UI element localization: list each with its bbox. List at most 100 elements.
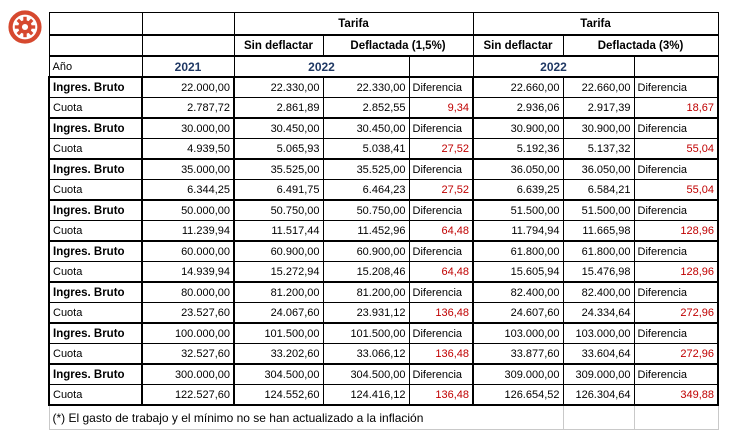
cuota-sin-deflactar-15-value: 124.552,60 xyxy=(233,384,324,406)
bruto-deflactada-15-value: 81.200,00 xyxy=(322,281,410,303)
bruto-deflactada-3-value: 61.800,00 xyxy=(562,240,635,262)
bruto-deflactada-3-value: 51.500,00 xyxy=(562,199,635,221)
cuota-deflactada-3-value: 5.137,32 xyxy=(562,138,635,160)
cuota-deflactada-15-value: 2.852,55 xyxy=(322,97,410,119)
cuota-deflactada-15-value: 15.208,46 xyxy=(322,261,410,283)
diferencia-label: Diferencia xyxy=(633,322,720,344)
row-label-cuota: Cuota xyxy=(48,97,143,119)
diferencia-3-value: 55,04 xyxy=(633,138,720,160)
diferencia-label: Diferencia xyxy=(408,363,474,385)
row-label-ingreso: Ingres. Bruto xyxy=(48,240,143,262)
ingreso-bruto-row: Ingres. Bruto 50.000,00 50.750,00 50.750,00… xyxy=(48,199,720,221)
cuota-deflactada-15-value: 6.464,23 xyxy=(322,179,410,201)
diferencia-3-value: 272,96 xyxy=(633,302,720,324)
cuota-sin-deflactar-3-value: 2.936,06 xyxy=(472,97,564,119)
cuota-row: Cuota 4.939,50 5.065,93 5.038,41 27,52 5.192,… xyxy=(48,138,720,160)
diferencia-3-value: 128,96 xyxy=(633,261,720,283)
diferencia-15-value: 64,48 xyxy=(408,220,474,242)
row-label-cuota: Cuota xyxy=(48,302,143,324)
year-2022-header-left: 2022 xyxy=(233,55,410,78)
cuota-2021-value: 11.239,94 xyxy=(141,220,235,242)
ingreso-bruto-row: Ingres. Bruto 35.000,00 35.525,00 35.525,00… xyxy=(48,158,720,180)
row-label-cuota: Cuota xyxy=(48,261,143,283)
bruto-2021-value: 30.000,00 xyxy=(141,117,235,139)
diferencia-15-value: 64,48 xyxy=(408,261,474,283)
cuota-sin-deflactar-15-value: 6.491,75 xyxy=(233,179,324,201)
ingreso-bruto-row: Ingres. Bruto 30.000,00 30.450,00 30.450,00… xyxy=(48,117,720,139)
cuota-deflactada-15-value: 23.931,12 xyxy=(322,302,410,324)
diferencia-15-value: 9,34 xyxy=(408,97,474,119)
cuota-sin-deflactar-3-value: 24.607,60 xyxy=(472,302,564,324)
cuota-deflactada-3-value: 6.584,21 xyxy=(562,179,635,201)
diferencia-label: Diferencia xyxy=(633,281,720,303)
diferencia-label: Diferencia xyxy=(633,117,720,139)
cuota-2021-value: 2.787,72 xyxy=(141,97,235,119)
sin-deflactar-header-left: Sin deflactar xyxy=(233,34,324,57)
bruto-sin-deflactar-3-value: 103.000,00 xyxy=(472,322,564,344)
cuota-deflactada-3-value: 2.917,39 xyxy=(562,97,635,119)
diferencia-label: Diferencia xyxy=(408,76,474,98)
row-label-ingreso: Ingres. Bruto xyxy=(48,76,143,98)
cuota-sin-deflactar-3-value: 15.605,94 xyxy=(472,261,564,283)
diferencia-3-value: 272,96 xyxy=(633,343,720,365)
header-row-years: Año 2021 2022 2022 xyxy=(48,55,719,78)
bruto-2021-value: 50.000,00 xyxy=(141,199,235,221)
cuota-deflactada-3-value: 33.604,64 xyxy=(562,343,635,365)
deflactada-3-header: Deflactada (3%) xyxy=(562,34,719,57)
bruto-deflactada-15-value: 304.500,00 xyxy=(322,363,410,385)
bruto-2021-value: 100.000,00 xyxy=(141,322,235,344)
cuota-sin-deflactar-15-value: 33.202,60 xyxy=(233,343,324,365)
row-label-cuota: Cuota xyxy=(48,343,143,365)
diferencia-label: Diferencia xyxy=(408,117,474,139)
row-label-ingreso: Ingres. Bruto xyxy=(48,281,143,303)
row-label-ingreso: Ingres. Bruto xyxy=(48,158,143,180)
diferencia-label: Diferencia xyxy=(633,76,720,98)
diferencia-label: Diferencia xyxy=(408,281,474,303)
bruto-deflactada-3-value: 82.400,00 xyxy=(562,281,635,303)
bruto-2021-value: 80.000,00 xyxy=(141,281,235,303)
cuota-row: Cuota 6.344,25 6.491,75 6.464,23 27,52 6.639,… xyxy=(48,179,720,201)
diferencia-15-value: 27,52 xyxy=(408,179,474,201)
bruto-deflactada-3-value: 103.000,00 xyxy=(562,322,635,344)
bruto-sin-deflactar-15-value: 30.450,00 xyxy=(233,117,324,139)
ingreso-bruto-row: Ingres. Bruto 22.000,00 22.330,00 22.330,00… xyxy=(48,76,720,98)
row-label-ingreso: Ingres. Bruto xyxy=(48,363,143,385)
cuota-row: Cuota 11.239,94 11.517,44 11.452,96 64,48 11.… xyxy=(48,220,720,242)
deflactada-15-header: Deflactada (1,5%) xyxy=(322,34,474,57)
bruto-2021-value: 300.000,00 xyxy=(141,363,235,385)
cuota-sin-deflactar-3-value: 33.877,60 xyxy=(472,343,564,365)
sin-deflactar-header-right: Sin deflactar xyxy=(472,34,564,57)
cuota-sin-deflactar-15-value: 11.517,44 xyxy=(233,220,324,242)
cuota-2021-value: 6.344,25 xyxy=(141,179,235,201)
cuota-row: Cuota 23.527,60 24.067,60 23.931,12 136,48 24… xyxy=(48,302,720,324)
cuota-deflactada-3-value: 11.665,98 xyxy=(562,220,635,242)
cuota-2021-value: 122.527,60 xyxy=(141,384,235,406)
ingreso-bruto-row: Ingres. Bruto 60.000,00 60.900,00 60.900,00… xyxy=(48,240,720,262)
bruto-deflactada-15-value: 30.450,00 xyxy=(322,117,410,139)
row-label-cuota: Cuota xyxy=(48,179,143,201)
row-label-ingreso: Ingres. Bruto xyxy=(48,199,143,221)
diferencia-3-value: 128,96 xyxy=(633,220,720,242)
bruto-2021-value: 60.000,00 xyxy=(141,240,235,262)
cuota-sin-deflactar-3-value: 5.192,36 xyxy=(472,138,564,160)
cuota-deflactada-3-value: 126.304,64 xyxy=(562,384,635,406)
settings-gear-icon[interactable] xyxy=(8,10,42,44)
bruto-deflactada-15-value: 22.330,00 xyxy=(322,76,410,98)
row-label-cuota: Cuota xyxy=(48,220,143,242)
diferencia-15-value: 136,48 xyxy=(408,384,474,406)
bruto-sin-deflactar-15-value: 304.500,00 xyxy=(233,363,324,385)
bruto-2021-value: 35.000,00 xyxy=(141,158,235,180)
cuota-deflactada-3-value: 24.334,64 xyxy=(562,302,635,324)
diferencia-label: Diferencia xyxy=(408,199,474,221)
diferencia-label: Diferencia xyxy=(633,199,720,221)
cuota-sin-deflactar-3-value: 126.654,52 xyxy=(472,384,564,406)
tariff-comparison-table: Tarifa Tarifa Sin deflactar Deflactada (… xyxy=(48,12,720,430)
footnote-text: (*) El gasto de trabajo y el mínimo no s… xyxy=(48,404,564,430)
year-2022-header-right: 2022 xyxy=(472,55,635,78)
cuota-row: Cuota 122.527,60 124.552,60 124.416,12 136,4… xyxy=(48,384,720,406)
bruto-sin-deflactar-3-value: 51.500,00 xyxy=(472,199,564,221)
bruto-deflactada-3-value: 30.900,00 xyxy=(562,117,635,139)
bruto-sin-deflactar-3-value: 61.800,00 xyxy=(472,240,564,262)
cuota-sin-deflactar-3-value: 11.794,94 xyxy=(472,220,564,242)
